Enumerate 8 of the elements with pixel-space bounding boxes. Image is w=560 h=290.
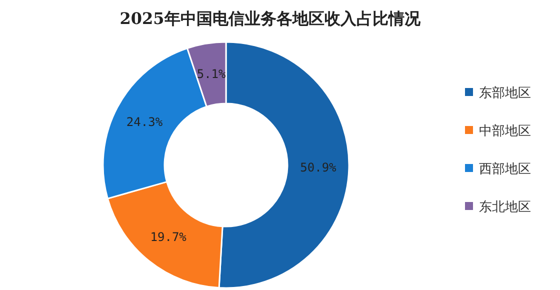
- legend-label: 东部地区: [479, 86, 531, 101]
- data-label: 50.9%: [300, 160, 338, 175]
- data-label: 19.7%: [150, 230, 188, 244]
- legend-label: 西部地区: [479, 162, 531, 177]
- legend-label: 东北地区: [479, 200, 531, 215]
- chart-title: 2025年中国电信业务各地区收入占比情况: [120, 9, 422, 28]
- data-label: 24.3%: [126, 114, 164, 129]
- legend-label: 中部地区: [479, 124, 531, 139]
